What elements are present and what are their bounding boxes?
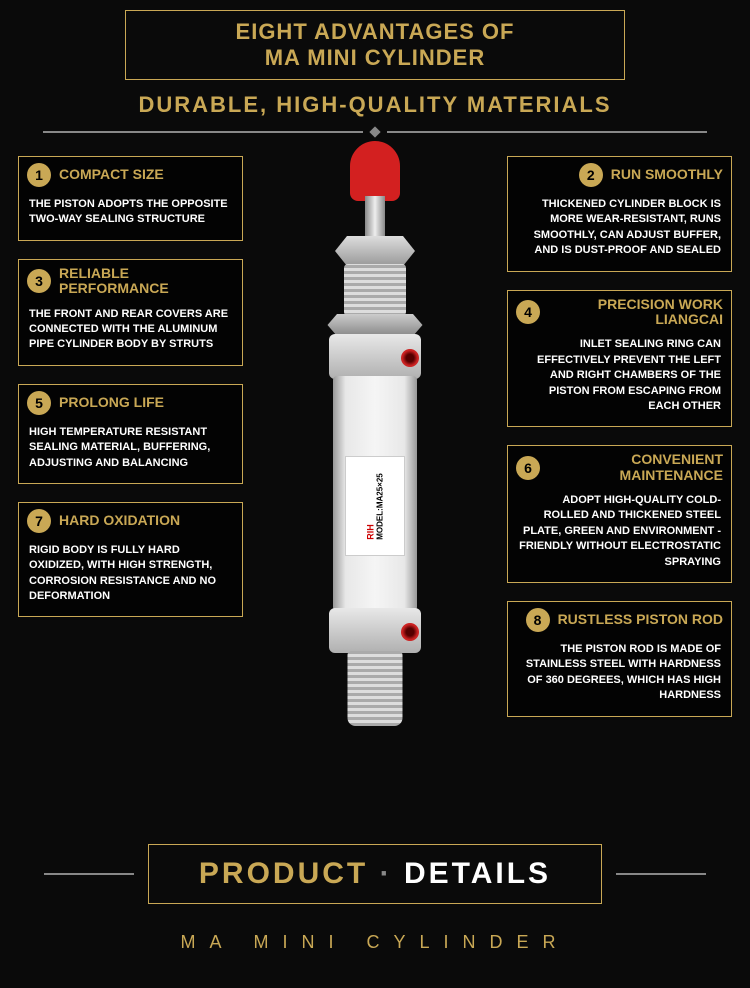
feature-card: 8 RUSTLESS PISTON ROD THE PISTON ROD IS … (507, 601, 732, 717)
feature-badge-icon: 3 (27, 269, 51, 293)
features-right-column: 2 RUN SMOOTHLY THICKENED CYLINDER BLOCK … (507, 156, 732, 717)
features-left-column: 1 COMPACT SIZE THE PISTON ADOPTS THE OPP… (18, 156, 243, 617)
product-illustration: RIH MODEL:MA25×25 (275, 141, 475, 781)
label-text: RIH MODEL:MA25×25 (366, 473, 385, 539)
feature-desc: HIGH TEMPERATURE RESISTANT SEALING MATER… (19, 421, 242, 483)
feature-head: 8 RUSTLESS PISTON ROD (508, 602, 731, 638)
product-details-box: PRODUCT · DETAILS (148, 844, 602, 904)
cylinder-rod-icon (365, 196, 385, 241)
feature-title: RELIABLE PERFORMANCE (59, 266, 234, 297)
cylinder-cap-icon (350, 141, 400, 201)
feature-desc: ADOPT HIGH-QUALITY COLD-ROLLED AND THICK… (508, 489, 731, 582)
port-icon (401, 623, 419, 641)
feature-badge-icon: 8 (526, 608, 550, 632)
divider-bar (44, 873, 134, 875)
banner-line1: EIGHT ADVANTAGES OF (126, 19, 624, 45)
feature-title: HARD OXIDATION (59, 513, 180, 528)
product-label: RIH MODEL:MA25×25 (345, 456, 405, 556)
feature-card: 1 COMPACT SIZE THE PISTON ADOPTS THE OPP… (18, 156, 243, 241)
divider-bar (387, 131, 707, 133)
feature-card: 2 RUN SMOOTHLY THICKENED CYLINDER BLOCK … (507, 156, 732, 272)
bottom-section: PRODUCT · DETAILS MA MINI CYLINDER (0, 844, 750, 988)
divider (0, 128, 750, 136)
feature-title: PROLONG LIFE (59, 395, 164, 410)
feature-card: 5 PROLONG LIFE HIGH TEMPERATURE RESISTAN… (18, 384, 243, 484)
feature-badge-icon: 6 (516, 456, 540, 480)
feature-title: CONVENIENT MAINTENANCE (548, 452, 723, 483)
divider-bar (616, 873, 706, 875)
feature-badge-icon: 7 (27, 509, 51, 533)
divider-bar (43, 131, 363, 133)
feature-desc: THE PISTON ROD IS MADE OF STAINLESS STEE… (508, 638, 731, 716)
features-section: 1 COMPACT SIZE THE PISTON ADOPTS THE OPP… (0, 136, 750, 806)
feature-title: RUN SMOOTHLY (611, 167, 723, 182)
pd-word2: DETAILS (404, 857, 551, 890)
feature-badge-icon: 5 (27, 391, 51, 415)
feature-head: 4 PRECISION WORK LIANGCAI (508, 291, 731, 334)
thread-icon (348, 651, 403, 726)
feature-card: 7 HARD OXIDATION RIGID BODY IS FULLY HAR… (18, 502, 243, 618)
feature-head: 3 RELIABLE PERFORMANCE (19, 260, 242, 303)
feature-desc: THE PISTON ADOPTS THE OPPOSITE TWO-WAY S… (19, 193, 242, 240)
feature-desc: RIGID BODY IS FULLY HARD OXIDIZED, WITH … (19, 539, 242, 617)
brand-text: RIH (366, 524, 376, 540)
feature-head: 7 HARD OXIDATION (19, 503, 242, 539)
banner-line2: MA MINI CYLINDER (126, 45, 624, 71)
hex-nut-icon (335, 236, 415, 266)
feature-card: 3 RELIABLE PERFORMANCE THE FRONT AND REA… (18, 259, 243, 366)
feature-card: 4 PRECISION WORK LIANGCAI INLET SEALING … (507, 290, 732, 428)
bottom-subtitle: MA MINI CYLINDER (0, 932, 750, 953)
pd-dot-icon: · (380, 857, 393, 890)
port-icon (401, 349, 419, 367)
subtitle: DURABLE, HIGH-QUALITY MATERIALS (0, 92, 750, 118)
pd-word1: PRODUCT (199, 857, 368, 890)
feature-title: COMPACT SIZE (59, 167, 164, 182)
product-details-row: PRODUCT · DETAILS (0, 844, 750, 904)
feature-badge-icon: 2 (579, 163, 603, 187)
feature-head: 6 CONVENIENT MAINTENANCE (508, 446, 731, 489)
thread-icon (344, 264, 406, 316)
hex-flange-icon (328, 314, 423, 336)
feature-badge-icon: 1 (27, 163, 51, 187)
feature-head: 5 PROLONG LIFE (19, 385, 242, 421)
title-banner: EIGHT ADVANTAGES OF MA MINI CYLINDER (125, 10, 625, 80)
feature-head: 1 COMPACT SIZE (19, 157, 242, 193)
feature-head: 2 RUN SMOOTHLY (508, 157, 731, 193)
feature-title: PRECISION WORK LIANGCAI (548, 297, 723, 328)
feature-card: 6 CONVENIENT MAINTENANCE ADOPT HIGH-QUAL… (507, 445, 732, 583)
feature-desc: INLET SEALING RING CAN EFFECTIVELY PREVE… (508, 333, 731, 426)
feature-desc: THE FRONT AND REAR COVERS ARE CONNECTED … (19, 303, 242, 365)
feature-desc: THICKENED CYLINDER BLOCK IS MORE WEAR-RE… (508, 193, 731, 271)
feature-title: RUSTLESS PISTON ROD (558, 612, 723, 627)
model-text: MODEL:MA25×25 (376, 473, 385, 539)
feature-badge-icon: 4 (516, 300, 540, 324)
